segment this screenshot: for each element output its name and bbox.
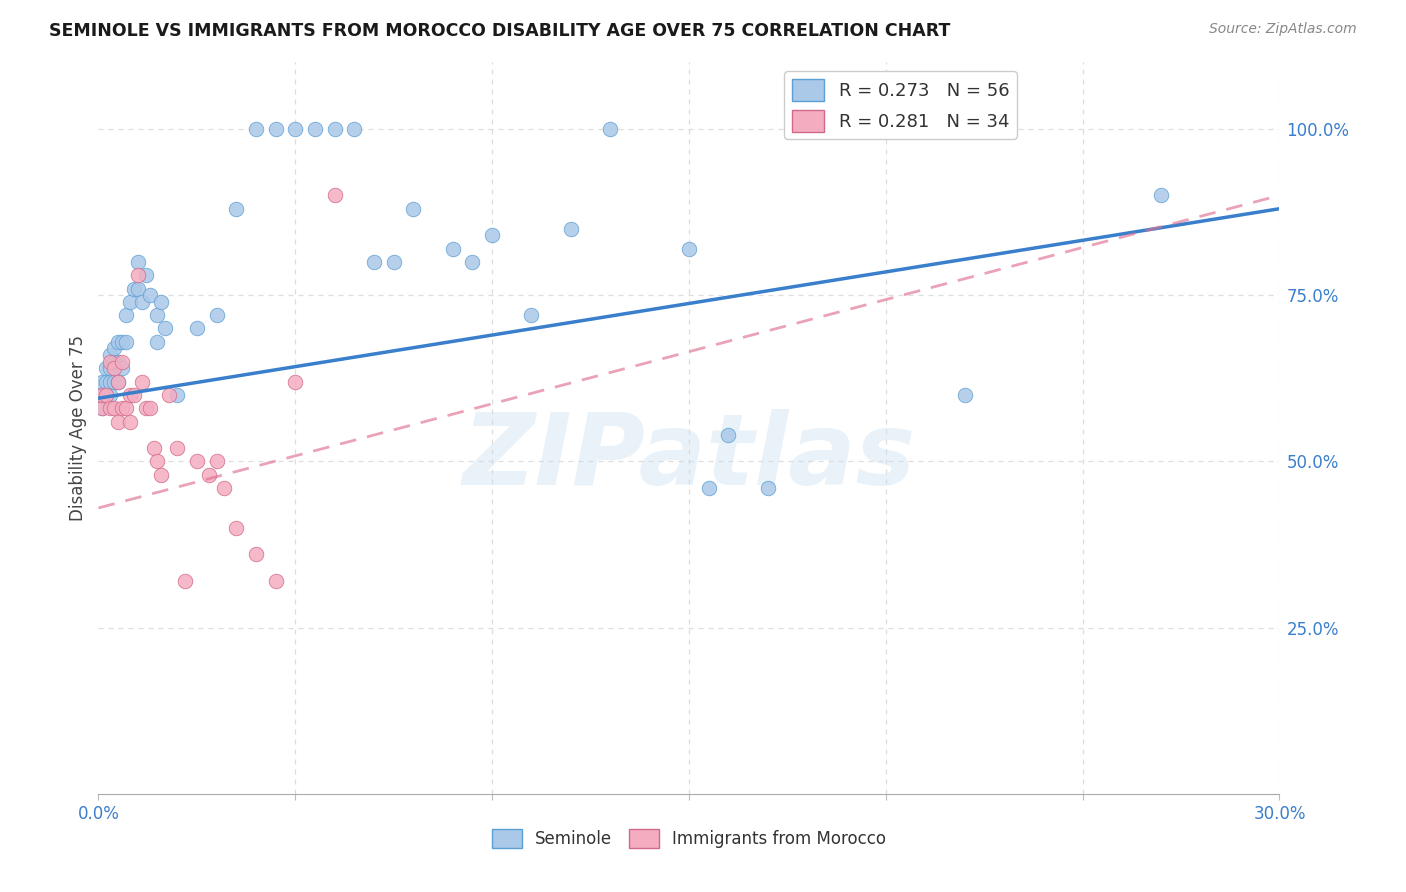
Point — [155, 321, 177, 335]
Point — [135, 268, 157, 283]
Point — [1150, 188, 1173, 202]
Point — [115, 334, 138, 349]
Point — [166, 441, 188, 455]
Point — [103, 401, 125, 416]
Point — [111, 401, 134, 416]
Point — [118, 415, 141, 429]
Point — [323, 188, 346, 202]
Point — [323, 122, 346, 136]
Point — [91, 401, 114, 416]
Point — [264, 574, 287, 588]
Point — [103, 354, 125, 368]
Point — [91, 388, 114, 402]
Point — [138, 288, 160, 302]
Point — [98, 388, 121, 402]
Point — [98, 354, 121, 368]
Point — [91, 401, 114, 416]
Point — [91, 388, 114, 402]
Point — [402, 202, 425, 216]
Point — [107, 354, 129, 368]
Point — [304, 122, 326, 136]
Point — [111, 361, 134, 376]
Point — [284, 375, 307, 389]
Point — [146, 308, 169, 322]
Point — [560, 221, 582, 235]
Point — [197, 467, 219, 482]
Point — [98, 348, 121, 362]
Point — [111, 354, 134, 368]
Point — [150, 467, 173, 482]
Point — [756, 481, 779, 495]
Point — [96, 388, 118, 402]
Point — [717, 427, 740, 442]
Point — [107, 415, 129, 429]
Point — [131, 294, 153, 309]
Point — [146, 454, 169, 468]
Point — [138, 401, 160, 416]
Point — [96, 388, 118, 402]
Point — [697, 481, 720, 495]
Point — [225, 521, 247, 535]
Point — [142, 441, 165, 455]
Point — [284, 122, 307, 136]
Point — [382, 255, 405, 269]
Point — [461, 255, 484, 269]
Point — [174, 574, 197, 588]
Point — [115, 401, 138, 416]
Point — [98, 361, 121, 376]
Point — [214, 481, 236, 495]
Point — [98, 375, 121, 389]
Point — [91, 375, 114, 389]
Point — [127, 281, 149, 295]
Legend: Seminole, Immigrants from Morocco: Seminole, Immigrants from Morocco — [485, 822, 893, 855]
Point — [205, 454, 228, 468]
Point — [118, 294, 141, 309]
Point — [131, 375, 153, 389]
Point — [115, 308, 138, 322]
Point — [481, 228, 503, 243]
Point — [166, 388, 188, 402]
Point — [118, 388, 141, 402]
Point — [245, 122, 267, 136]
Text: SEMINOLE VS IMMIGRANTS FROM MOROCCO DISABILITY AGE OVER 75 CORRELATION CHART: SEMINOLE VS IMMIGRANTS FROM MOROCCO DISA… — [49, 22, 950, 40]
Point — [111, 334, 134, 349]
Point — [127, 268, 149, 283]
Point — [146, 334, 169, 349]
Point — [96, 361, 118, 376]
Point — [135, 401, 157, 416]
Point — [98, 401, 121, 416]
Point — [96, 375, 118, 389]
Point — [520, 308, 543, 322]
Point — [205, 308, 228, 322]
Text: ZIPatlas: ZIPatlas — [463, 409, 915, 506]
Point — [157, 388, 180, 402]
Point — [264, 122, 287, 136]
Point — [441, 242, 464, 256]
Point — [107, 375, 129, 389]
Point — [103, 361, 125, 376]
Point — [953, 388, 976, 402]
Y-axis label: Disability Age Over 75: Disability Age Over 75 — [69, 335, 87, 521]
Point — [127, 255, 149, 269]
Point — [150, 294, 173, 309]
Point — [122, 388, 145, 402]
Text: Source: ZipAtlas.com: Source: ZipAtlas.com — [1209, 22, 1357, 37]
Point — [122, 281, 145, 295]
Point — [225, 202, 247, 216]
Point — [245, 548, 267, 562]
Point — [107, 334, 129, 349]
Point — [186, 321, 208, 335]
Point — [363, 255, 385, 269]
Point — [103, 342, 125, 356]
Point — [599, 122, 621, 136]
Point — [103, 375, 125, 389]
Point — [678, 242, 700, 256]
Point — [343, 122, 366, 136]
Point — [186, 454, 208, 468]
Point — [107, 375, 129, 389]
